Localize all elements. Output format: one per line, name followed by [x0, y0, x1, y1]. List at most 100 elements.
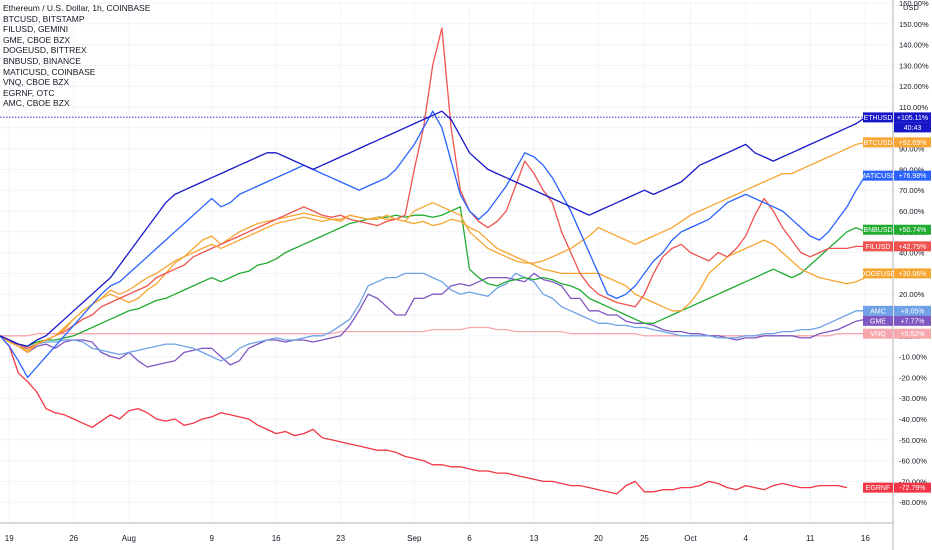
- series-line-egrnf: [0, 335, 848, 495]
- legend-item: GME, CBOE BZX: [3, 34, 71, 45]
- legend-main: Ethereum / U.S. Dollar, 1h, COINBASE: [3, 3, 151, 13]
- series-line-ethusd: [0, 110, 866, 347]
- price-tag-ethusd: ETHUSD +105.11%: [863, 112, 931, 123]
- series-line-dogeusd: [0, 212, 884, 354]
- legend-item: DOGEUSD, BITTREX: [3, 45, 87, 56]
- series-line-btcusd: [0, 141, 866, 352]
- x-tick-label: 11: [806, 534, 815, 543]
- x-tick-label: Sep: [407, 534, 422, 543]
- legend-item: BTCUSD, BITSTAMP: [3, 13, 85, 24]
- y-tick-label: 80.00%: [899, 165, 925, 174]
- y-tick-label: -50.00%: [899, 436, 927, 445]
- series-name-label: MATICUSD: [860, 173, 896, 180]
- countdown-box: [894, 122, 931, 133]
- y-tick-label: -20.00%: [899, 373, 927, 382]
- price-tag-dogeusd: DOGEUSD +30.06%: [860, 268, 931, 279]
- series-name-tag: [863, 482, 893, 493]
- y-tick-label: 140.00%: [899, 41, 929, 50]
- y-tick-label: -70.00%: [899, 477, 927, 486]
- series-value-tag: [894, 482, 931, 493]
- x-tick-label: 16: [861, 534, 870, 543]
- series-value-label: +42.75%: [899, 244, 927, 251]
- x-tick-label: 4: [743, 534, 748, 543]
- series-value-label: +0.52%: [901, 331, 925, 338]
- x-tick-label: Aug: [122, 534, 136, 543]
- axis-unit: USD: [903, 3, 919, 12]
- series-line-filusd: [0, 27, 866, 349]
- y-tick-label: 90.00%: [899, 145, 925, 154]
- series-value-label: -72.79%: [899, 485, 925, 492]
- series-value-tag: [894, 305, 931, 316]
- y-tick-label: 120.00%: [899, 82, 929, 91]
- y-tick-label: -60.00%: [899, 457, 927, 466]
- x-tick-label: 19: [5, 534, 14, 543]
- price-tag-maticusd: MATICUSD +76.98%: [860, 170, 931, 181]
- price-tag-gme: GME +7.77%: [863, 315, 931, 326]
- series-value-label: +7.77%: [901, 318, 925, 325]
- y-tick-label: -10.00%: [899, 353, 927, 362]
- series-value-tag: [894, 170, 931, 181]
- series-value-label: +76.98%: [899, 173, 927, 180]
- price-tag-bnbusd: BNBUSD +50.74%: [863, 224, 931, 235]
- series-value-label: +9.05%: [901, 308, 925, 315]
- legend-item: EGRNF, OTC: [3, 87, 55, 98]
- series-line-vnq: [0, 326, 875, 337]
- series-line-bnbusd: [0, 206, 875, 347]
- y-tick-label: 130.00%: [899, 61, 929, 70]
- series-value-tag: [894, 268, 931, 279]
- y-tick-label: 70.00%: [899, 186, 925, 195]
- x-tick-label: 25: [640, 534, 649, 543]
- x-tick-label: 26: [69, 534, 78, 543]
- countdown-label: 40:43: [904, 125, 922, 132]
- price-tag-amc: AMC +9.05%: [863, 305, 931, 316]
- series-name-label: GME: [870, 318, 886, 325]
- series-name-label: BNBUSD: [863, 227, 892, 234]
- price-tag-filusd: FILUSD +42.75%: [863, 241, 931, 252]
- y-tick-label: 40.00%: [899, 249, 925, 258]
- series-name-tag: [863, 268, 893, 279]
- series-name-tag: [863, 241, 893, 252]
- series-name-tag: [863, 170, 893, 181]
- series-name-tag: [863, 224, 893, 235]
- series-name-label: ETHUSD: [864, 115, 893, 122]
- legend: Ethereum / U.S. Dollar, 1h, COINBASE BTC…: [3, 3, 150, 109]
- series-value-tag: [894, 315, 931, 326]
- y-tick-label: 160.00%: [899, 0, 929, 8]
- series-line-gme: [0, 272, 866, 368]
- legend-item: VNQ, CBOE BZX: [3, 77, 70, 88]
- series-line-maticusd: [0, 110, 875, 379]
- series-name-tag: [863, 137, 893, 148]
- series-line-amc: [0, 272, 866, 362]
- countdown-tag: 40:43: [894, 122, 931, 133]
- series-name-tag: [863, 315, 893, 326]
- series-value-tag: [894, 137, 931, 148]
- series-value-label: +50.74%: [899, 227, 927, 234]
- y-tick-label: 110.00%: [899, 103, 928, 112]
- series-name-tag: [863, 112, 893, 123]
- y-tick-label: 60.00%: [899, 207, 925, 216]
- y-tick-label: 20.00%: [899, 290, 925, 299]
- x-tick-label: 23: [336, 534, 345, 543]
- y-tick-label: -40.00%: [899, 415, 927, 424]
- series-name-label: AMC: [870, 308, 886, 315]
- x-tick-label: 13: [530, 534, 539, 543]
- series-value-label: +30.06%: [899, 271, 927, 278]
- series-value-tag: [894, 112, 931, 123]
- y-tick-label: 150.00%: [899, 20, 929, 29]
- series-name-tag: [863, 305, 893, 316]
- series-value-tag: [894, 241, 931, 252]
- grid: [0, 2, 893, 523]
- series-name-label: DOGEUSD: [860, 271, 895, 278]
- price-tag-vnq: VNQ +0.52%: [863, 328, 931, 339]
- x-tick-label: Oct: [684, 534, 697, 543]
- series-name-label: VNQ: [870, 331, 886, 338]
- y-tick-label: -30.00%: [899, 394, 927, 403]
- legend-item: MATICUSD, COINBASE: [3, 66, 96, 77]
- series-name-label: BTCUSD: [864, 140, 893, 147]
- series-value-label: +105.11%: [897, 115, 928, 122]
- series-value-tag: [894, 328, 931, 339]
- x-tick-label: 6: [467, 534, 472, 543]
- price-tag-egrnf: EGRNF -72.79%: [863, 482, 931, 493]
- series-layer: [0, 27, 884, 495]
